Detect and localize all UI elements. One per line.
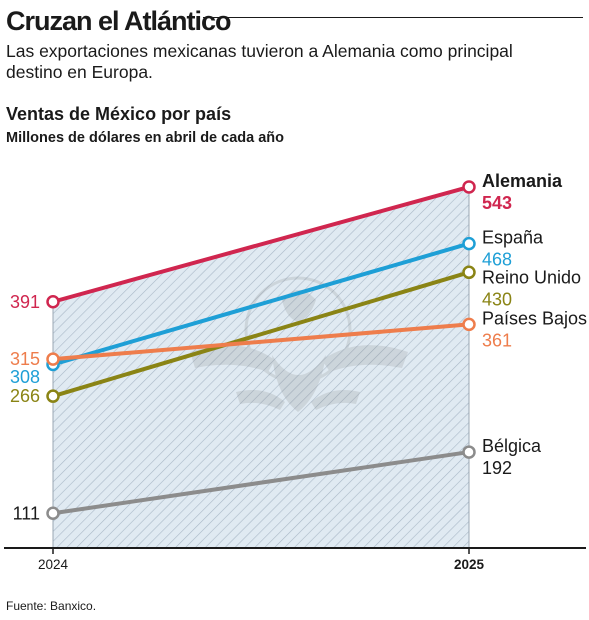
data-point: [46, 295, 60, 309]
start-value-label: 315: [10, 349, 40, 369]
data-point: [462, 180, 476, 194]
series-name-label: Países Bajos: [482, 308, 587, 328]
data-point: [46, 352, 60, 366]
start-value-label: 391: [10, 292, 40, 312]
x-tick-label: 2024: [38, 557, 69, 572]
chart-title: Ventas de México por país: [6, 104, 232, 124]
series-name-label: Reino Unido: [482, 268, 581, 288]
series-name-label: Bélgica: [482, 436, 542, 456]
start-value-label: 308: [10, 367, 40, 387]
headline-rule: [203, 17, 583, 18]
series-line: [51, 184, 471, 304]
series-name-label: España: [482, 228, 544, 248]
series-line: [51, 241, 471, 367]
data-point: [46, 506, 60, 521]
series-line: [51, 322, 471, 362]
data-point: [462, 236, 476, 251]
series-line: [51, 450, 471, 516]
eagle-emblem-watermark: [190, 276, 408, 412]
data-point: [462, 445, 476, 459]
end-value-label: 543: [482, 193, 512, 213]
series-line: [51, 270, 471, 399]
end-value-label: 430: [482, 290, 512, 310]
data-point: [462, 317, 476, 332]
shaded-area: [53, 186, 469, 549]
chart-subtitle: Millones de dólares en abril de cada año: [6, 130, 284, 146]
x-tick-label: 2025: [454, 557, 485, 572]
data-point: [46, 389, 60, 403]
headline: Cruzan el Atlántico: [6, 6, 232, 36]
start-value-label: 266: [10, 386, 40, 406]
end-value-label: 361: [482, 330, 512, 350]
data-point: [462, 265, 476, 280]
dek: Las exportaciones mexicanas tuvieron a A…: [6, 41, 513, 82]
end-value-label: 468: [482, 250, 512, 270]
series-name-label: Alemania: [482, 171, 563, 191]
end-value-label: 192: [482, 458, 512, 478]
start-value-label: 111: [13, 503, 40, 523]
source-note: Fuente: Banxico.: [6, 599, 97, 613]
